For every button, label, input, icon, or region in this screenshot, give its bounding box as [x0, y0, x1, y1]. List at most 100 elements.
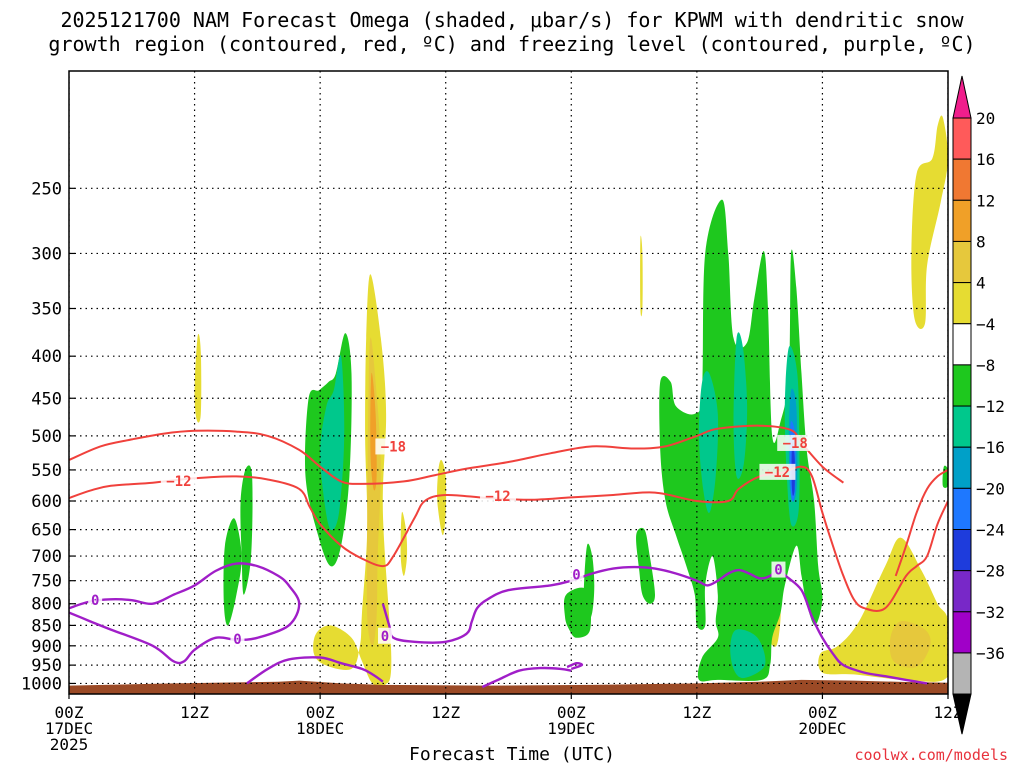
y-tick-label: 500: [31, 427, 62, 447]
colorbar-label: 4: [976, 274, 986, 293]
x-tick-label: 18DEC: [296, 719, 344, 738]
y-tick-label: 300: [31, 244, 62, 264]
colorbar-swatch: [952, 364, 972, 407]
red-label-bg: [375, 438, 412, 455]
y-tick-label: 950: [31, 656, 62, 676]
red-contour-1: [69, 465, 948, 612]
x-tick-label: 00Z: [808, 703, 837, 722]
omega-region-19: [698, 371, 719, 513]
freezing-contour-4: [566, 661, 584, 671]
y-tick-label: 650: [31, 521, 62, 541]
y-tick-label: 850: [31, 616, 62, 636]
red-label-bg: [160, 472, 197, 489]
x-tick-label: 12Z: [682, 703, 711, 722]
colorbar-swatch: [952, 652, 972, 695]
colorbar-label: −24: [976, 521, 1005, 540]
red-label-bg: [759, 463, 796, 480]
colorbar-label: −28: [976, 562, 1005, 581]
colorbar-label: 16: [976, 150, 995, 169]
red-contour-0: [69, 424, 845, 485]
x-tick-label: 17DEC: [45, 719, 93, 738]
colorbar-label: −20: [976, 479, 1005, 498]
red-contour-label: −18: [783, 436, 808, 452]
omega-region-22: [730, 629, 766, 679]
x-tick-label: 12Z: [180, 703, 209, 722]
freezing-contour-3: [481, 666, 572, 689]
colorbar-swatch: [952, 117, 972, 160]
freezing-label-bg: [569, 566, 584, 583]
colorbar-swatch: [952, 446, 972, 489]
colorbar-swatch: [952, 240, 972, 284]
freezing-contour-label: 0: [572, 567, 580, 583]
x-axis-title: Forecast Time (UTC): [409, 744, 615, 765]
colorbar-swatch: [952, 323, 972, 366]
omega-region-6: [640, 235, 643, 317]
x-tick-label: 12Z: [934, 703, 963, 722]
x-tick-label: 12Z: [431, 703, 460, 722]
colorbar-label: 12: [976, 191, 995, 210]
chart-title-line2: growth region (contoured, red, ºC) and f…: [48, 32, 976, 56]
y-tick-label: 1000: [21, 674, 62, 694]
freezing-contour-0: [69, 562, 301, 665]
omega-region-3: [370, 372, 377, 491]
colorbar-bottom-arrow: [952, 693, 972, 735]
freezing-contour-label: 0: [774, 563, 782, 579]
omega-region-5: [437, 459, 447, 536]
x-tick-label: 2025: [50, 735, 89, 754]
colorbar-swatch: [952, 158, 972, 201]
colorbar-swatch: [952, 199, 972, 242]
y-tick-label: 700: [31, 547, 62, 567]
y-tick-label: 600: [31, 492, 62, 512]
colorbar-swatch: [952, 529, 972, 572]
red-contour-label: −12: [166, 474, 191, 490]
red-label-bg: [480, 488, 517, 505]
red-contour-label: −12: [485, 489, 510, 505]
credit-text[interactable]: coolwx.com/models: [854, 746, 1008, 764]
freezing-contour-label: 0: [91, 593, 99, 609]
omega-region-15: [636, 527, 655, 604]
colorbar-top-arrow: [952, 75, 972, 119]
freezing-label-bg: [88, 592, 103, 609]
freezing-contour-2: [381, 565, 928, 685]
x-tick-label: 00Z: [55, 703, 84, 722]
colorbar-swatch: [952, 405, 972, 448]
y-tick-label: 900: [31, 637, 62, 657]
colorbar-label: 8: [976, 232, 986, 251]
red-contour-label: −18: [381, 439, 406, 455]
red-label-bg: [777, 434, 814, 451]
terrain-fill: [69, 679, 948, 694]
x-tick-label: 00Z: [306, 703, 335, 722]
colorbar-swatch: [952, 487, 972, 531]
colorbar-swatch: [952, 611, 972, 654]
colorbar-label: 20: [976, 109, 995, 128]
freezing-contour-label: 0: [381, 629, 389, 645]
omega-region-14: [223, 518, 242, 626]
y-tick-label: 400: [31, 347, 62, 367]
colorbar-label: −36: [976, 644, 1005, 663]
x-tick-label: 00Z: [557, 703, 586, 722]
colorbar-label: −8: [976, 356, 995, 375]
y-tick-label: 800: [31, 595, 62, 615]
freezing-contour-label: 0: [233, 632, 241, 648]
y-tick-label: 350: [31, 299, 62, 319]
omega-region-20: [733, 332, 748, 479]
colorbar-label: −16: [976, 438, 1005, 457]
x-tick-label: 20DEC: [798, 719, 846, 738]
freezing-label-bg: [771, 561, 786, 578]
red-contour-2: [894, 469, 948, 577]
colorbar-swatch: [952, 570, 972, 613]
chart-title-line1: 2025121700 NAM Forecast Omega (shaded, μ…: [60, 8, 964, 32]
x-tick-label: 19DEC: [547, 719, 595, 738]
omega-region-10: [889, 620, 931, 668]
freezing-label-bg: [230, 631, 245, 648]
colorbar-label: −32: [976, 603, 1005, 622]
y-tick-label: 450: [31, 389, 62, 409]
colorbar-label: −4: [976, 315, 995, 334]
omega-region-4: [400, 511, 408, 576]
y-tick-label: 750: [31, 572, 62, 592]
freezing-label-bg: [378, 627, 393, 644]
omega-region-12: [320, 355, 345, 531]
omega-region-8: [911, 115, 948, 329]
red-contour-label: −12: [765, 465, 790, 481]
